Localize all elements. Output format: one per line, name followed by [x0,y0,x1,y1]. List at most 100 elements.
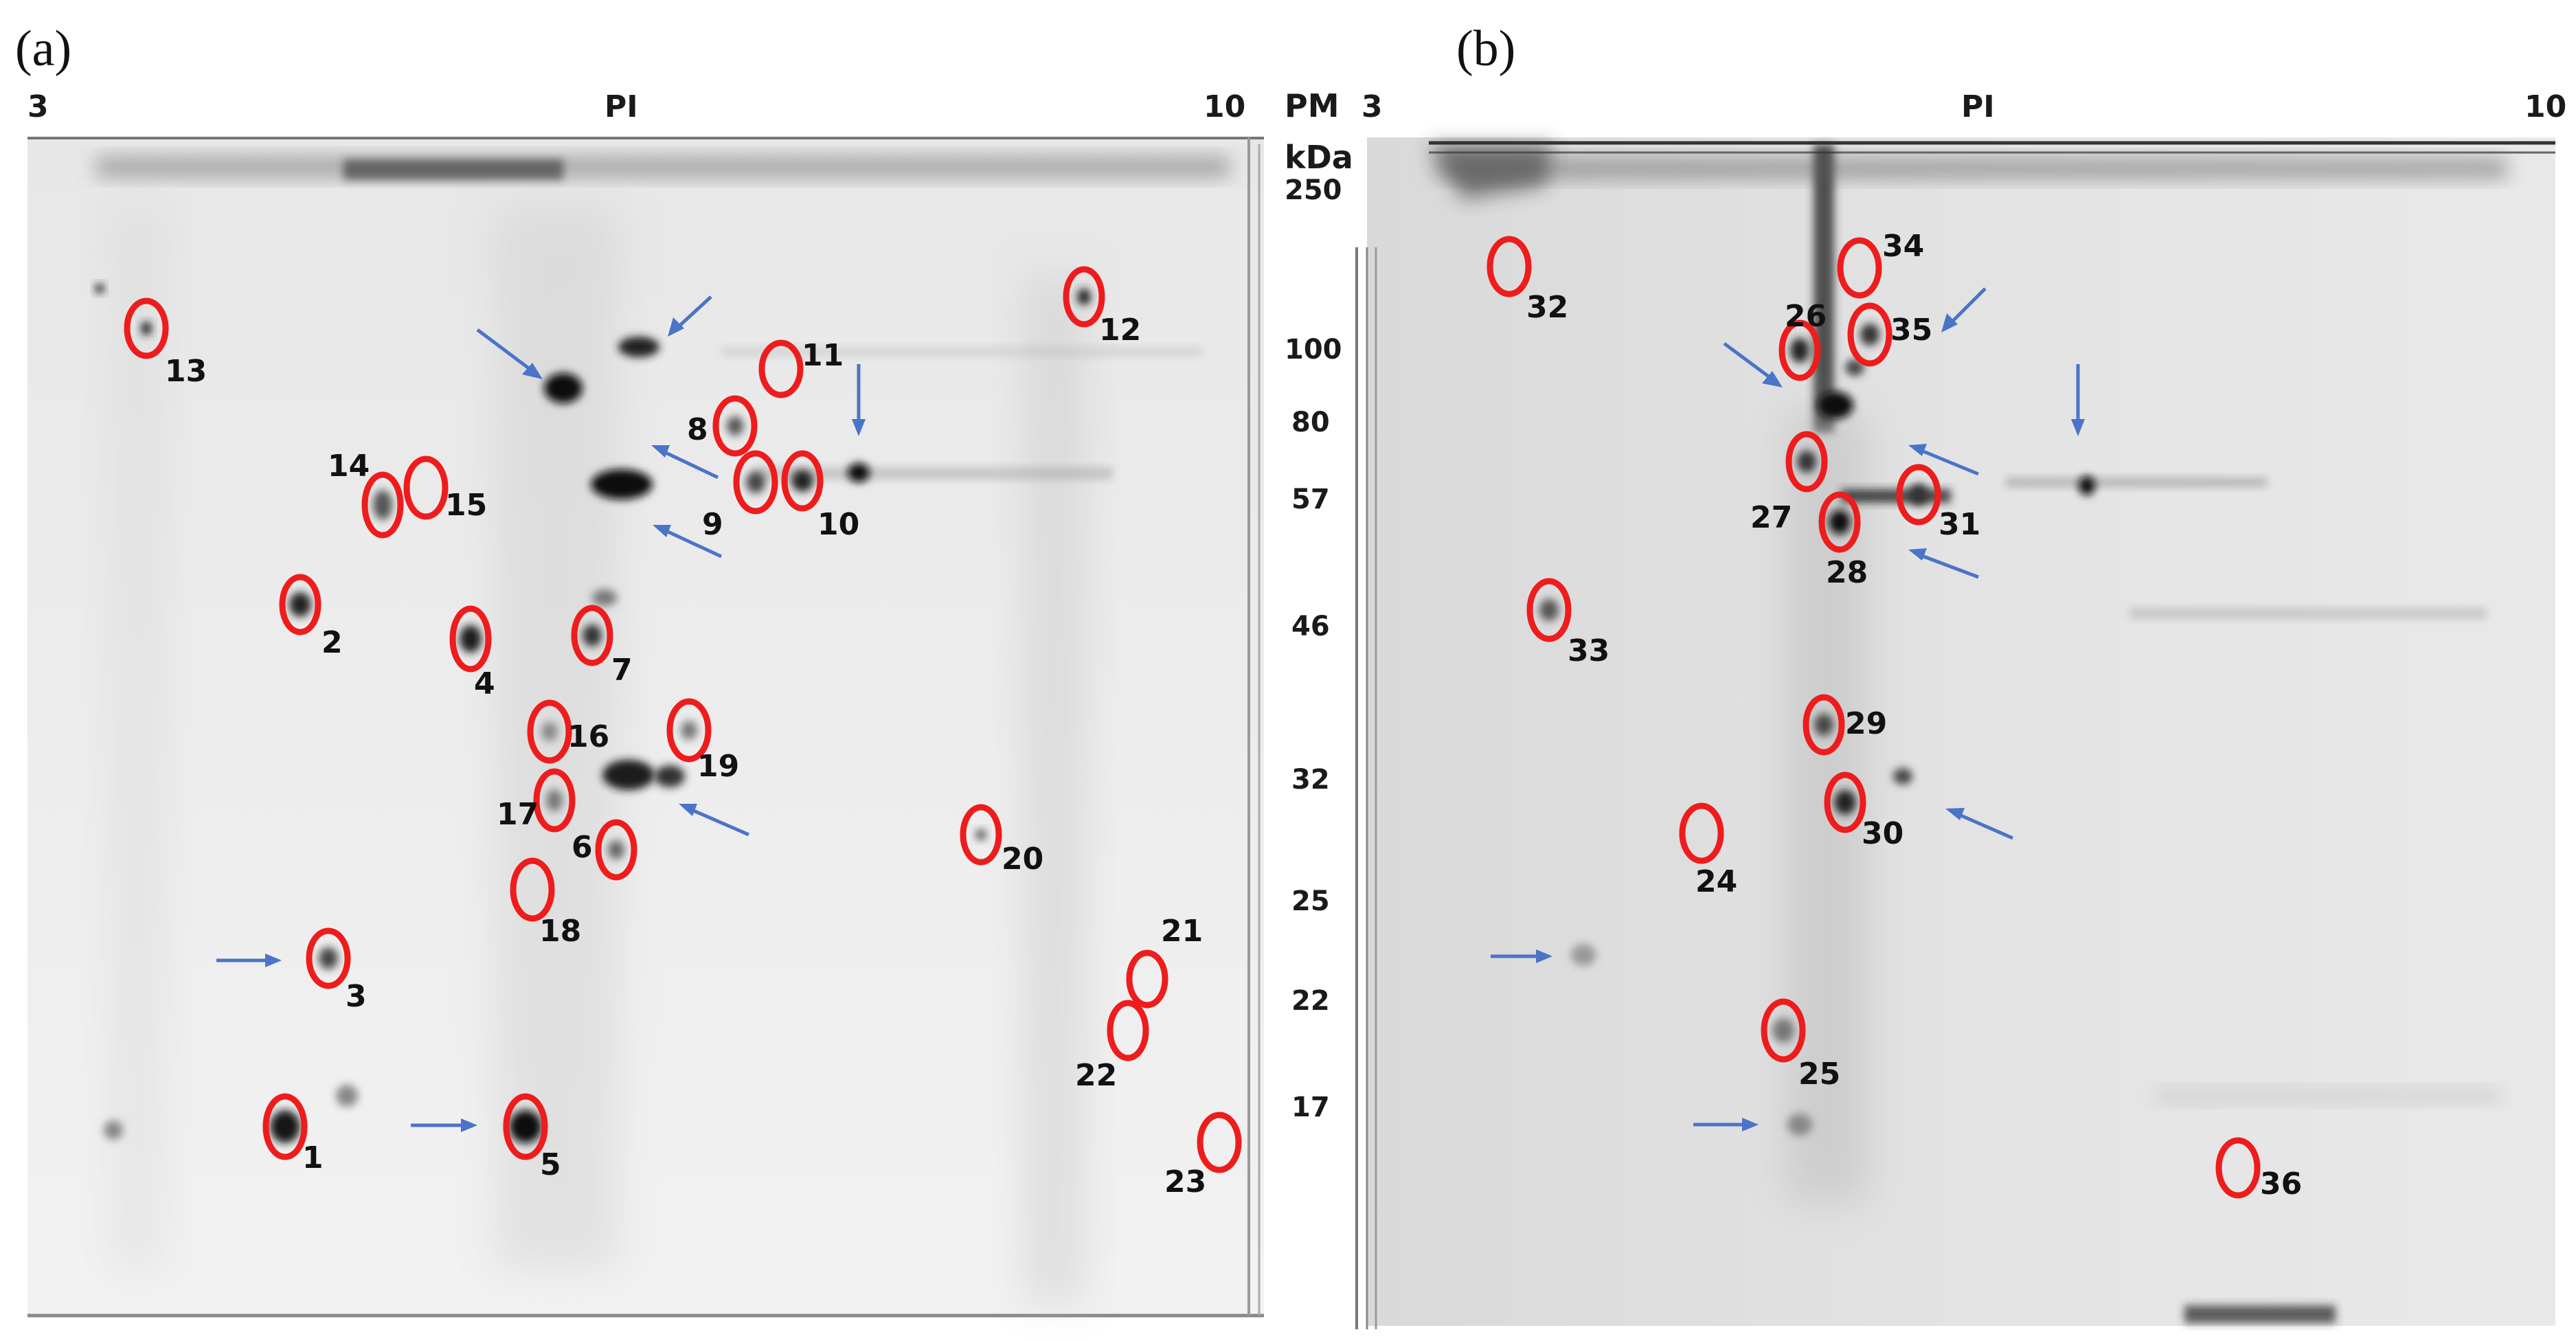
spot-blob [975,829,986,840]
spot-label: 23 [1164,1164,1206,1199]
spot-blob [681,721,697,740]
spot-circle [758,339,804,398]
spot-circle [361,471,404,539]
gel-dark-spot [544,373,583,403]
gel-band-a1 [756,467,1113,480]
gel-dark-spot [336,1085,358,1107]
gel-background-b [1367,137,2555,1326]
spot-blob [541,722,558,741]
protein-spot: 9 [702,450,778,542]
spot-circle [1847,302,1893,367]
spot-circle [262,1093,308,1160]
spot-label: 30 [1862,816,1903,851]
protein-spot: 33 [1526,578,1609,668]
protein-spot: 11 [758,338,844,398]
arrow [690,807,749,837]
spot-blob [460,625,482,653]
protein-spot: 7 [571,605,633,688]
spot-blob [319,947,338,969]
spot-label: 19 [697,749,739,784]
spot-label: 26 [1785,299,1827,334]
spot-label: 3 [346,979,367,1014]
spot-blob [727,416,743,436]
spot-circle [781,450,824,512]
spot-circle [1679,802,1724,864]
protein-spot: 26 [1778,299,1827,381]
gel-band-b3 [2129,608,2487,619]
spot-label: 18 [539,914,581,949]
spot-circle [712,395,758,457]
pi-min-label-b: 3 [1362,89,1383,124]
gel-dark-spot [104,1120,123,1140]
pi-axis-label-a: PI [605,89,638,124]
spot-circle [449,605,492,673]
protein-spot: 35 [1847,302,1932,367]
pi-max-label-b: 10 [2524,89,2566,124]
protein-spot: 20 [960,804,1043,877]
spot-label: 31 [1939,507,1980,542]
spot-blob [1909,484,1928,506]
protein-spot: 1 [262,1093,324,1175]
spot-circle [503,1093,548,1160]
spot-label: 14 [328,449,370,484]
spot-blob [1077,289,1091,305]
spot-circle [306,927,351,989]
gel-streak-a3 [110,206,165,1271]
arrowhead [522,363,543,379]
spot-circle [1837,237,1882,299]
gel-bottom-band-b [2184,1305,2336,1323]
arrowhead [668,317,684,337]
gel-dark-spot [1893,768,1912,785]
spot-circle [1785,431,1828,493]
spot-label: 33 [1568,633,1609,668]
arrowhead [1945,808,1965,820]
panel-letter-a: (a) [15,21,71,77]
arrowhead [1941,313,1958,333]
spot-label: 22 [1075,1058,1117,1093]
spot-label: 28 [1826,555,1868,590]
spot-label: 27 [1750,500,1792,535]
spot-label: 11 [802,338,844,373]
spot-label: 5 [540,1147,561,1182]
arrowhead [1908,444,1927,456]
protein-spot: 27 [1750,431,1828,535]
arrow [664,528,723,559]
gel-band-a2 [721,347,1202,357]
protein-spot: 23 [1164,1112,1242,1199]
marker-value: 57 [1291,484,1330,515]
protein-spot: 5 [503,1093,561,1182]
arrowhead [1536,949,1552,963]
arrows-a [216,295,866,1132]
spot-blob [1829,510,1851,534]
protein-spot: 12 [1063,266,1141,348]
panel-letter-b: (b) [1456,21,1515,77]
arrowhead [2071,419,2085,436]
protein-spot: 3 [306,927,367,1014]
arrow [662,449,719,480]
spot-circle [1063,266,1105,328]
spot-label: 9 [702,507,723,542]
spot-blob [509,1110,542,1143]
spot-label: 21 [1161,914,1203,949]
gel-dark-spot [1818,392,1853,419]
spot-circle [960,804,1002,866]
protein-spot: 36 [2215,1137,2302,1202]
protein-spot: 25 [1761,998,1840,1092]
spot-label: 34 [1882,229,1924,264]
gel-dark-spot [602,760,655,790]
arrowhead [1742,1118,1759,1131]
spot-circle [1778,319,1821,381]
gel-dark-spot [591,469,653,499]
gel-dark-spot [2079,476,2095,495]
spot-circle [527,699,572,764]
spot-label: 32 [1526,290,1568,325]
gel-streak-a2 [1024,275,1085,1305]
protein-spot: 17 [497,768,576,833]
protein-spot: 29 [1803,694,1887,756]
spot-label: 1 [302,1140,324,1175]
protein-spot: 31 [1896,464,1980,542]
spot-circle [1761,998,1806,1063]
spot-circle [124,297,169,359]
protein-spot: 6 [572,819,637,881]
protein-spot: 2 [279,574,343,660]
